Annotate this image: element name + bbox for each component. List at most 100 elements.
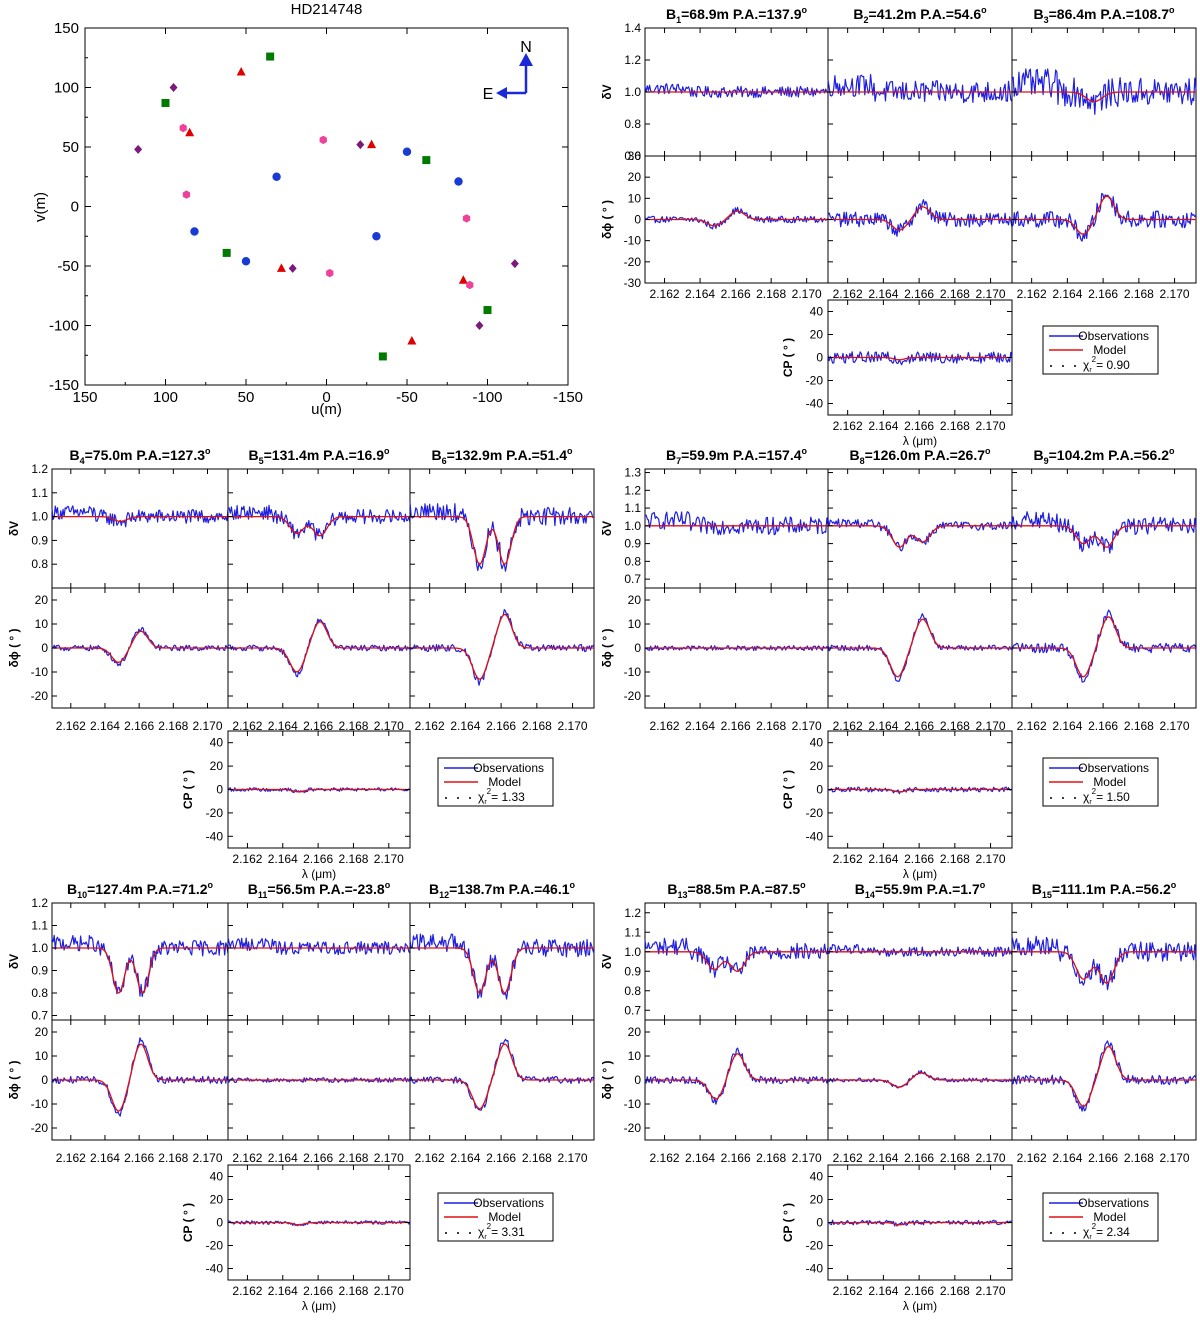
baseline-degree-symbol: o [1169, 5, 1175, 15]
dphi-y-tick-label: 10 [628, 1049, 642, 1063]
baseline-length-pa: =111.1m P.A.=56.2 [1052, 881, 1171, 897]
dv-model-line [828, 525, 1012, 548]
cp-x-tick-label: 2.162 [833, 1284, 863, 1298]
cp-model-line [828, 356, 1012, 361]
baseline-title: B15=111.1m P.A.=56.2o [1032, 880, 1177, 900]
dphi-x-tick-label: 2.170 [1160, 719, 1190, 733]
dphi-model-line [1012, 1045, 1196, 1107]
dphi-x-tick-label: 2.166 [303, 1151, 333, 1165]
cp-model-line [228, 1221, 410, 1226]
cp-x-axis-label: λ (μm) [302, 867, 336, 881]
dphi-x-tick-label: 2.168 [522, 1151, 552, 1165]
dphi-x-tick-label: 2.164 [685, 287, 715, 301]
dv-observation-line [228, 504, 411, 541]
dphi-y-axis-label: δϕ ( ° ) [600, 628, 614, 667]
baseline-length-pa: =86.4m P.A.=108.7 [1049, 6, 1170, 22]
legend-chi-dot [457, 797, 459, 799]
dphi-model-line [228, 621, 410, 673]
dv-panel-frame [644, 468, 829, 589]
dv-panel-frame [644, 902, 829, 1021]
cp-y-axis-label: CP ( ° ) [781, 338, 795, 377]
dphi-x-tick-label: 2.168 [756, 287, 786, 301]
legend-chi-dot [445, 797, 447, 799]
uv-y-tick-label: -150 [49, 377, 79, 394]
uv-point-hexagon [326, 268, 334, 278]
dphi-x-tick-label: 2.166 [486, 719, 516, 733]
legend-chi-value: = 3.31 [491, 1225, 525, 1239]
baseline-index: 14 [865, 890, 875, 900]
legend-chi-squared: χr2= 1.50 [1083, 787, 1130, 806]
cp-x-tick-label: 2.166 [904, 852, 934, 866]
dphi-x-tick-label: 2.164 [868, 719, 898, 733]
cp-model-line [228, 788, 410, 793]
uv-point-diamond [288, 263, 297, 273]
dv-observation-line [827, 943, 1013, 958]
baseline-degree-symbol: o [981, 5, 987, 15]
dphi-y-tick-label: 20 [628, 593, 642, 607]
dphi-x-tick-label: 2.166 [721, 1151, 751, 1165]
cp-x-tick-label: 2.164 [868, 1284, 898, 1298]
dv-observation-line [827, 518, 1013, 552]
cp-x-tick-label: 2.170 [374, 852, 404, 866]
legend-chi-superscript: 2 [487, 1222, 492, 1231]
dphi-y-tick-label: -20 [624, 1121, 642, 1135]
uv-point-circle [372, 232, 381, 241]
uv-y-tick-label: 50 [62, 139, 79, 156]
baseline-label: B [67, 881, 77, 897]
dphi-x-tick-label: 2.164 [1052, 1151, 1082, 1165]
baseline-length-pa: =56.5m P.A.=-23.8 [267, 881, 384, 897]
legend-observations-label: Observations [1078, 329, 1149, 343]
cp-x-tick-label: 2.168 [338, 852, 368, 866]
dphi-model-line [1012, 616, 1196, 678]
dphi-y-tick-label: -10 [624, 665, 642, 679]
dphi-y-tick-label: 0 [634, 213, 641, 227]
dv-panel-frame [51, 902, 229, 1021]
dphi-x-tick-label: 2.162 [56, 1151, 86, 1165]
cp-y-tick-label: -40 [806, 397, 824, 411]
dphi-x-tick-label: 2.162 [833, 719, 863, 733]
dphi-x-tick-label: 2.164 [268, 719, 298, 733]
dphi-x-tick-label: 2.168 [158, 1151, 188, 1165]
baseline-title: B4=75.0m P.A.=127.3o [69, 446, 211, 466]
baseline-label: B [666, 447, 676, 463]
dphi-x-tick-label: 2.164 [450, 719, 480, 733]
uv-x-tick-label: -150 [553, 389, 583, 406]
dphi-y-tick-label: -20 [31, 689, 49, 703]
dphi-x-tick-label: 2.168 [940, 287, 970, 301]
baseline-index: 8 [860, 456, 865, 466]
dphi-x-tick-label: 2.170 [1160, 287, 1190, 301]
baseline-index: 6 [442, 456, 447, 466]
cp-observation-line [827, 351, 1013, 366]
legend-chi-superscript: 2 [1092, 355, 1097, 364]
baseline-label: B [855, 881, 865, 897]
dv-panel-frame [409, 468, 595, 589]
dphi-y-axis-label: δϕ ( ° ) [7, 1060, 21, 1099]
cp-x-tick-label: 2.162 [232, 852, 262, 866]
cp-y-tick-label: -40 [806, 1262, 824, 1276]
cp-x-tick-label: 2.168 [940, 852, 970, 866]
baseline-index: 2 [864, 15, 869, 25]
dv-y-tick-label: 1.0 [624, 85, 641, 99]
legend-chi-symbol: χ [1083, 358, 1090, 372]
cp-x-tick-label: 2.164 [868, 419, 898, 433]
cp-y-tick-label: 0 [816, 783, 823, 797]
dphi-x-tick-label: 2.170 [792, 1151, 822, 1165]
dphi-x-tick-label: 2.162 [1017, 719, 1047, 733]
dv-y-tick-label: 1.0 [624, 519, 641, 533]
dphi-x-tick-label: 2.166 [1088, 1151, 1118, 1165]
dphi-y-tick-label: 20 [628, 170, 642, 184]
legend-chi-dot [1062, 1232, 1064, 1234]
cp-y-tick-label: -20 [806, 806, 824, 820]
baseline-title: B3=86.4m P.A.=108.7o [1033, 5, 1175, 25]
cp-y-tick-label: 0 [216, 1216, 223, 1230]
legend-chi-dot [1074, 1232, 1076, 1234]
dphi-x-tick-label: 2.166 [904, 719, 934, 733]
dphi-y-axis-label: δϕ ( ° ) [600, 1060, 614, 1099]
baseline-length-pa: =127.4m P.A.=71.2 [87, 881, 208, 897]
uv-point-diamond [169, 83, 178, 92]
dphi-x-tick-label: 2.170 [192, 719, 222, 733]
uv-plot-title: HD214748 [291, 1, 363, 18]
legend-chi-symbol: χ [1083, 790, 1090, 804]
dphi-x-tick-label: 2.164 [268, 1151, 298, 1165]
